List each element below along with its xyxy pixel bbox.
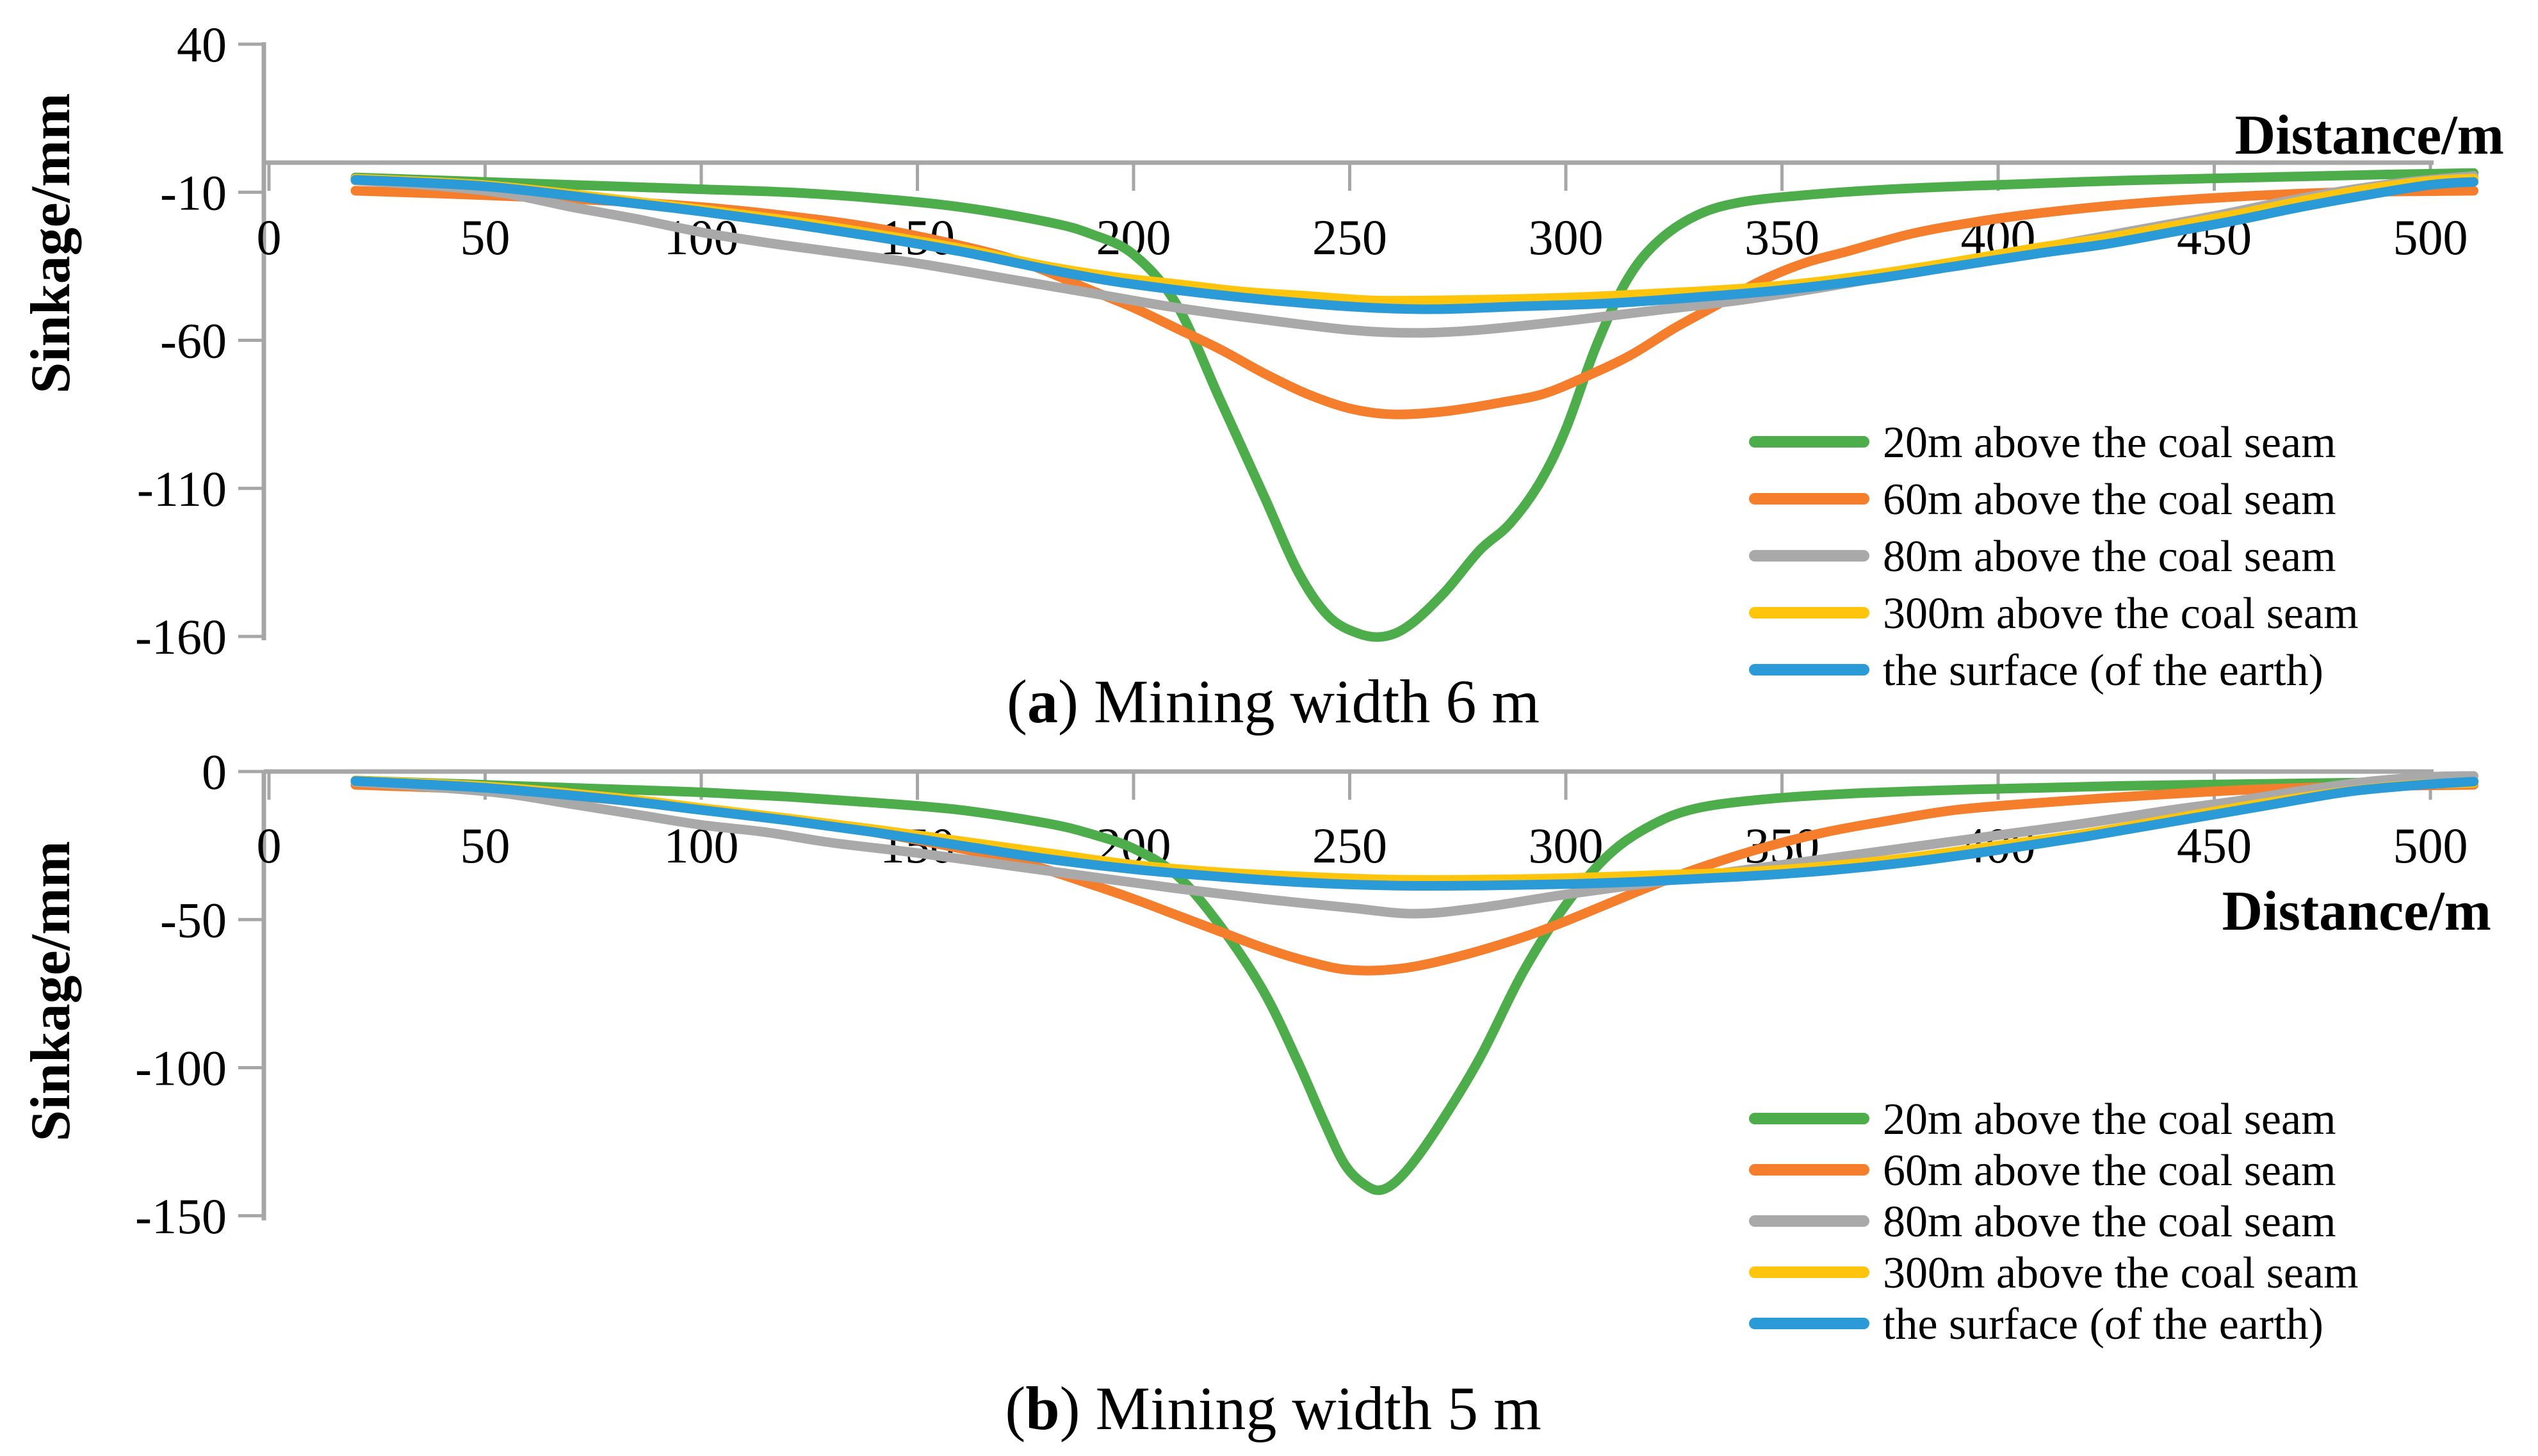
legend-label-the-surface-of-the-earth: the surface (of the earth) <box>1883 646 2323 695</box>
x-axis-title-a: Distance/m <box>2235 104 2504 166</box>
y-tick-label: -10 <box>160 165 227 220</box>
legend-label-60m-above-the-coal-seam: 60m above the coal seam <box>1883 1146 2336 1195</box>
legend-label-80m-above-the-coal-seam: 80m above the coal seam <box>1883 532 2336 581</box>
y-tick-label: 0 <box>202 744 227 800</box>
x-tick-label: 450 <box>2177 818 2252 873</box>
x-tick-label: 50 <box>460 818 510 873</box>
x-tick-label: 250 <box>1312 818 1387 873</box>
caption-b: (b) Mining width 5 m <box>1005 1374 1541 1443</box>
y-tick-label: -50 <box>160 892 227 948</box>
caption-a: (a) Mining width 6 m <box>1007 667 1540 736</box>
series-60m-above-the-coal-seam-a <box>350 186 2478 419</box>
x-tick-label: 0 <box>257 209 282 265</box>
y-axis-title-b: Sinkage/mm <box>20 841 82 1141</box>
legend-label-80m-above-the-coal-seam: 80m above the coal seam <box>1883 1197 2336 1247</box>
x-tick-label: 500 <box>2393 818 2468 873</box>
series-the-surface-of-the-earth-b <box>350 776 2478 891</box>
y-tick-label: 40 <box>177 17 227 72</box>
caption-b-pre: ( <box>1005 1374 1025 1443</box>
caption-a-text: ) Mining width 6 m <box>1058 667 1540 736</box>
caption-a-pre: ( <box>1007 667 1027 736</box>
series-80m-above-the-coal-seam-b <box>350 771 2478 919</box>
y-tick-label: -110 <box>137 461 227 517</box>
y-tick-label: -60 <box>160 313 227 369</box>
legend-label-20m-above-the-coal-seam: 20m above the coal seam <box>1883 418 2336 467</box>
x-tick-label: 350 <box>1745 209 1819 265</box>
series-the-surface-of-the-earth-a <box>350 175 2478 314</box>
y-tick-label: -160 <box>135 609 227 665</box>
caption-a-letter: a <box>1027 667 1058 736</box>
x-axis-title-b: Distance/m <box>2222 880 2491 942</box>
caption-b-text: ) Mining width 5 m <box>1060 1374 1542 1443</box>
series-20m-above-the-coal-seam-a <box>350 168 2478 642</box>
y-tick-label: -150 <box>135 1188 227 1244</box>
y-tick-label: -100 <box>135 1040 227 1096</box>
x-tick-label: 50 <box>460 209 510 265</box>
x-tick-label: 500 <box>2393 209 2468 265</box>
legend-label-60m-above-the-coal-seam: 60m above the coal seam <box>1883 475 2336 524</box>
series-20m-above-the-coal-seam-b <box>350 775 2478 1195</box>
legend-label-300m-above-the-coal-seam: 300m above the coal seam <box>1883 1249 2359 1298</box>
legend-label-300m-above-the-coal-seam: 300m above the coal seam <box>1883 589 2359 638</box>
x-tick-label: 250 <box>1312 209 1387 265</box>
caption-b-letter: b <box>1025 1374 1059 1443</box>
y-axis-title-a: Sinkage/mm <box>20 93 82 393</box>
legend-label-20m-above-the-coal-seam: 20m above the coal seam <box>1883 1095 2336 1144</box>
legend-label-the-surface-of-the-earth: the surface (of the earth) <box>1883 1300 2323 1349</box>
x-tick-label: 300 <box>1529 209 1604 265</box>
x-tick-label: 0 <box>257 818 282 873</box>
x-tick-label: 300 <box>1529 818 1604 873</box>
